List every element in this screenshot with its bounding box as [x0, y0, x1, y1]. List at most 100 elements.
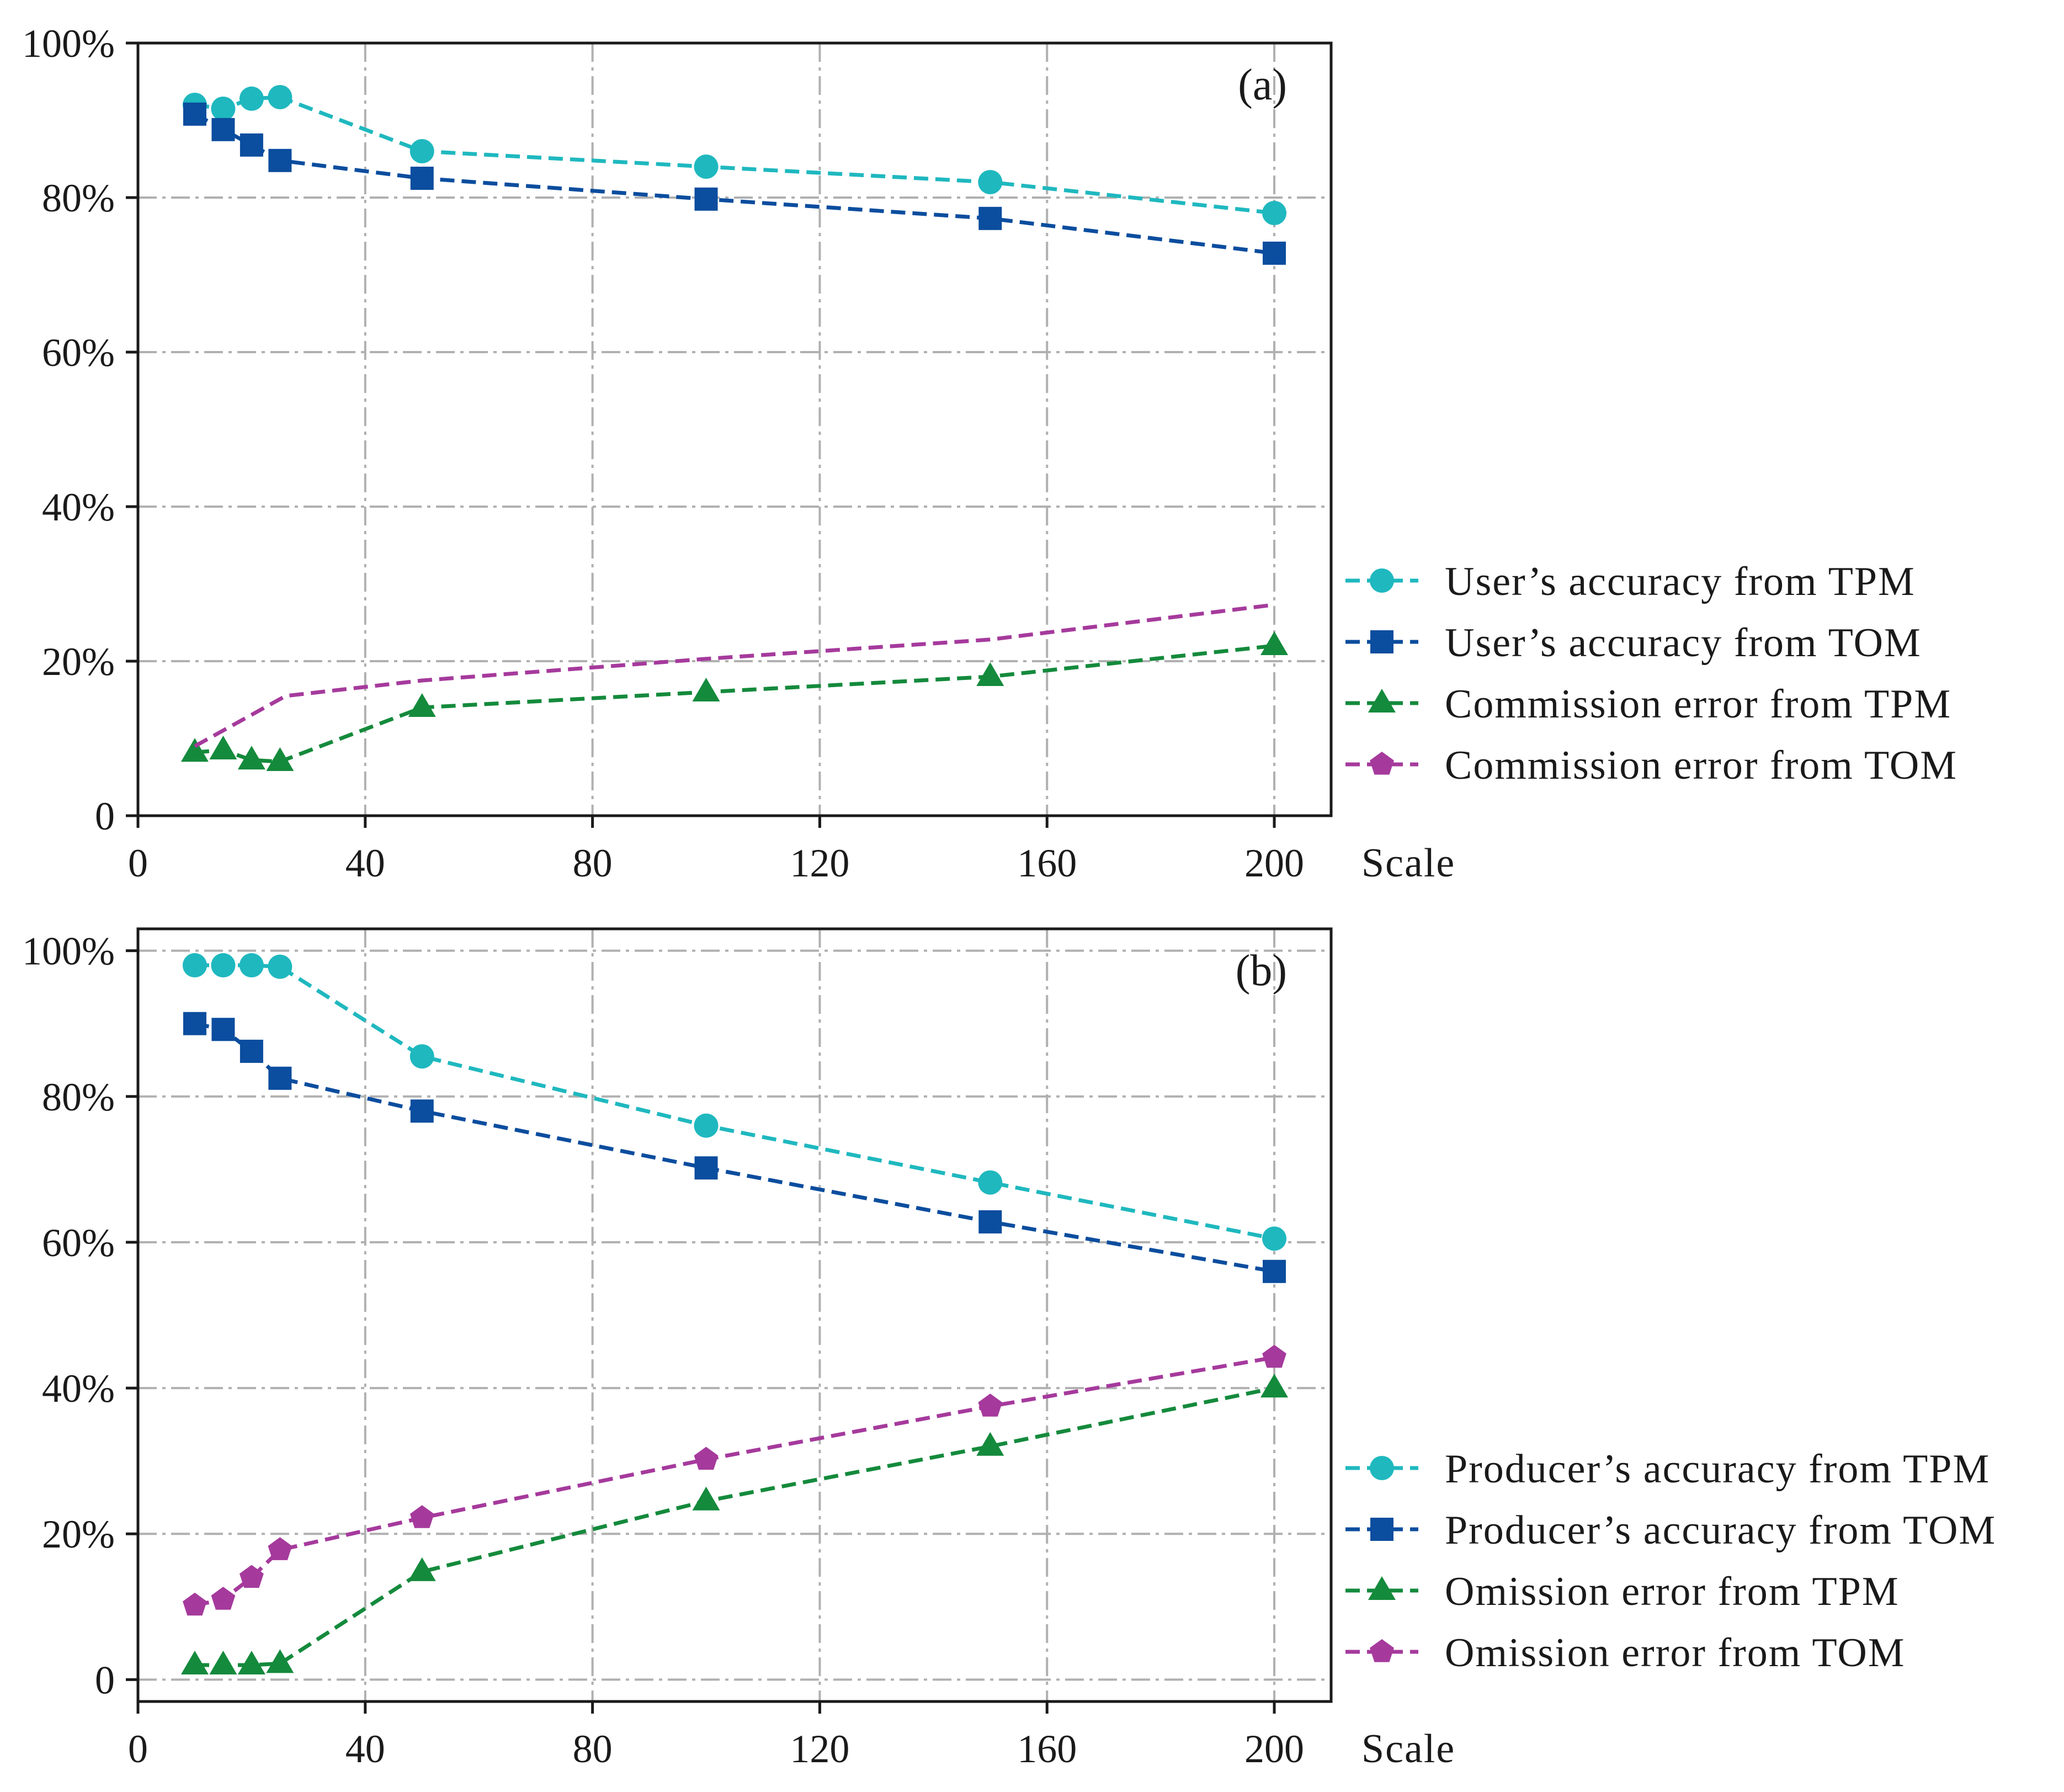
panel-a-series-1 — [183, 102, 1286, 265]
panel-a-series-0-point-5 — [694, 155, 719, 179]
panel-a-series-1-point-5 — [694, 187, 718, 211]
panel-b-series-2-point-2 — [237, 1650, 265, 1674]
panel-b-legend-label-0: Producer’s accuracy from TPM — [1445, 1447, 1990, 1492]
panel-b-ytick-label-100: 100% — [22, 929, 115, 974]
panel-b-plot-frame — [136, 927, 1333, 1703]
panel-a-series-0-point-4 — [409, 139, 434, 163]
panel-b-series-1-point-7 — [1263, 1259, 1286, 1283]
panel-a-series-0-point-7 — [1262, 201, 1287, 225]
panel-b-series-0-point-6 — [978, 1170, 1003, 1195]
panel-b-series-2-point-3 — [266, 1649, 294, 1673]
panel-a-series-0-point-3 — [268, 85, 292, 109]
panel-b-series-0-point-1 — [211, 953, 236, 978]
panel-a-ytick-label-60: 60% — [42, 331, 115, 375]
panel-a-grid — [138, 42, 1331, 817]
panel-b-legend-item-3: Omission error from TOM — [1345, 1630, 1906, 1676]
panel-a-legend-item-2: Commission error from TPM — [1345, 682, 1950, 727]
panel-a-series-3 — [194, 603, 1275, 748]
panel-a-xtick-label-40: 40 — [345, 841, 385, 885]
panel-b-xtick-label-120: 120 — [790, 1727, 849, 1771]
panel-a-series-3-line — [194, 603, 1275, 748]
panel-b-series-1-point-0 — [183, 1012, 206, 1035]
panel-a-series-0-point-1 — [211, 97, 236, 121]
panel-b-series-3-point-0 — [183, 1592, 207, 1616]
panel-b-series-3-point-5 — [694, 1447, 719, 1470]
panel-a-series-2-line — [194, 644, 1275, 764]
panel-b-xtick-label-0: 0 — [128, 1727, 148, 1771]
panel-a-series-0-point-2 — [239, 86, 264, 111]
panel-b-ytick-label-80: 80% — [42, 1075, 115, 1119]
panel-b-series-1-point-6 — [978, 1210, 1002, 1233]
panel-a-series-2-point-6 — [976, 662, 1004, 686]
panel-b-legend-label-3: Omission error from TOM — [1445, 1630, 1906, 1676]
panel-b-legend-item-2: Omission error from TPM — [1345, 1569, 1900, 1614]
panel-b-series-2-point-5 — [692, 1486, 720, 1511]
panel-b-xtick-label-160: 160 — [1017, 1727, 1077, 1771]
panel-a-xtick-label-120: 120 — [790, 841, 849, 885]
panel-a-ytick-label-0: 0 — [95, 794, 115, 838]
panel-a-series-2 — [180, 631, 1289, 771]
panel-b-series-3-point-3 — [268, 1537, 292, 1560]
panel-b-series-0-point-3 — [268, 954, 292, 979]
panel-a-xtick-label-0: 0 — [128, 841, 148, 885]
panel-b-series-3-point-4 — [409, 1505, 434, 1528]
panel-a-series-2-point-0 — [180, 738, 209, 762]
panel-a-series-1-point-2 — [240, 133, 263, 157]
panel-b-series-1 — [183, 1012, 1286, 1283]
panel-a-series-1-line — [194, 112, 1275, 256]
panel-b-ytick-label-0: 0 — [95, 1658, 115, 1702]
panel-a-plot-frame — [136, 41, 1333, 817]
panel-b-series-2-point-4 — [408, 1557, 436, 1581]
panel-b-series-3-line — [194, 1355, 1275, 1608]
panel-a-series-2-point-2 — [237, 746, 265, 770]
panel-a-xtick-label-80: 80 — [573, 841, 613, 885]
panel-a-series-1-point-7 — [1263, 241, 1286, 265]
panel-b-series-0-point-0 — [182, 953, 207, 978]
panel-a-legend-marker-2 — [1368, 689, 1396, 712]
panel-b-series-1-point-4 — [410, 1099, 434, 1123]
panel-a-legend-item-1: User’s accuracy from TOM — [1345, 620, 1921, 666]
panel-b-series-2-line — [195, 1386, 1275, 1667]
panel-b-legend-marker-0 — [1370, 1456, 1394, 1480]
panel-b-series-2-point-0 — [180, 1650, 209, 1674]
panel-a-legend: User’s accuracy from TPM User’s accuracy … — [1345, 559, 1956, 788]
panel-b-series-0-point-2 — [239, 953, 264, 978]
panel-b-xtick-label-200: 200 — [1244, 1727, 1304, 1771]
panel-a-ytick-label-100: 100% — [22, 22, 115, 66]
panel-b-series-1-point-1 — [211, 1018, 235, 1041]
panel-b-xtick-label-80: 80 — [573, 1727, 613, 1771]
panel-b-series-1-line — [194, 1022, 1275, 1274]
panel-b-legend-marker-2 — [1368, 1576, 1396, 1600]
panel-b-legend-marker-1 — [1370, 1518, 1393, 1541]
panel-a-panel-label: (a) — [1238, 61, 1287, 109]
panel-b-panel-label: (b) — [1236, 946, 1287, 995]
panel-b-series-2 — [180, 1374, 1289, 1674]
panel-b-series-2-point-7 — [1260, 1374, 1289, 1398]
panel-b-series-0 — [182, 953, 1287, 1251]
panel-a-legend-marker-1 — [1370, 630, 1393, 653]
panel-b-legend: Producer’s accuracy from TPM Producer’s a… — [1345, 1447, 1995, 1676]
panel-a-chart: 0 40 80 120 160 200 Scale 0 20% 40% 60% 80% 100% (a) U… — [22, 22, 1956, 886]
panel-a-series-2-point-1 — [209, 736, 237, 759]
panel-b-series-2-point-6 — [976, 1432, 1004, 1456]
panel-b-xtick-label-40: 40 — [345, 1727, 385, 1771]
panel-a-series-2-point-3 — [266, 747, 294, 771]
panel-a-series-0-point-6 — [978, 170, 1003, 194]
panel-b-series-3 — [183, 1344, 1286, 1616]
panel-b-series-1-point-2 — [240, 1039, 263, 1063]
panel-b-series-0-point-5 — [694, 1113, 719, 1138]
panel-a-series-1-point-3 — [268, 148, 292, 172]
panel-a-series-1-point-4 — [410, 167, 434, 190]
panel-a-legend-item-0: User’s accuracy from TPM — [1345, 559, 1914, 604]
panel-b-legend-label-2: Omission error from TPM — [1445, 1569, 1900, 1614]
panel-a-xtick-label-200: 200 — [1244, 841, 1304, 885]
panel-a-series-2-point-5 — [692, 678, 720, 701]
panel-b-series-1-point-5 — [694, 1156, 718, 1180]
panel-b-x-axis-title: Scale — [1361, 1726, 1455, 1772]
panel-b-series-2-point-1 — [209, 1650, 237, 1674]
panel-b-legend-marker-3 — [1370, 1639, 1394, 1662]
panel-a-ytick-label-40: 40% — [42, 485, 115, 529]
panel-b-series-3-point-1 — [211, 1587, 236, 1610]
panel-b-series-3-point-2 — [240, 1565, 264, 1588]
